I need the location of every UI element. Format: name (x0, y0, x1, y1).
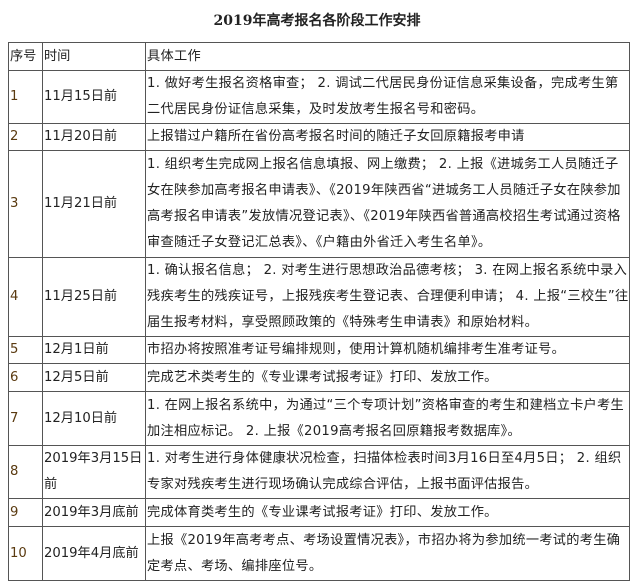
row-work: 1. 对考生进行身体健康状况检查，扫描体检表时间3月16日至4月5日； 2. 组… (145, 445, 630, 499)
row-work: 完成体育类考生的《专业课考试报考证》打印、发放工作。 (145, 498, 630, 527)
row-time: 11月20日前 (42, 123, 146, 151)
row-work: 上报错过户籍所在省份高考报名时间的随迁子女回原籍报考申请 (145, 123, 630, 151)
table-row: 2 11月20日前 上报错过户籍所在省份高考报名时间的随迁子女回原籍报考申请 (8, 123, 630, 151)
row-time: 12月1日前 (42, 336, 146, 364)
row-number: 6 (8, 363, 43, 392)
row-number: 10 (8, 526, 43, 581)
table-row: 3 11月21日前 1. 组织考生完成网上报名信息填报、网上缴费； 2. 上报《进城… (8, 150, 630, 258)
row-time: 12月10日前 (42, 391, 146, 446)
table-row: 9 2019年3月底前 完成体育类考生的《专业课考试报考证》打印、发放工作。 (8, 498, 630, 527)
table-row: 10 2019年4月底前 上报《2019年高考考点、考场设置情况表》，市招办将为参加… (8, 526, 630, 581)
row-time: 2019年3月15日前 (42, 445, 146, 499)
table-row: 6 12月5日前 完成艺术类考生的《专业课考试报考证》打印、发放工作。 (8, 363, 630, 392)
row-number: 5 (8, 336, 43, 364)
header-time: 时间 (42, 42, 146, 71)
table-row: 7 12月10日前 1. 在网上报名系统中，为通过“三个专项计划”资格审查的考生和建… (8, 391, 630, 446)
schedule-table: 序号 时间 具体工作 1 11月15日前 1. 做好考生报名资格审查； 2. 调试二… (8, 42, 630, 581)
header-no: 序号 (8, 42, 43, 71)
row-work: 1. 组织考生完成网上报名信息填报、网上缴费； 2. 上报《进城务工人员随迁子女… (145, 150, 630, 258)
header-work: 具体工作 (145, 42, 630, 71)
row-number: 7 (8, 391, 43, 446)
row-work: 市招办将按照准考证号编排规则，使用计算机随机编排考生准考证号。 (145, 336, 630, 364)
table-row: 8 2019年3月15日前 1. 对考生进行身体健康状况检查，扫描体检表时间3月16… (8, 445, 630, 499)
table-header-row: 序号 时间 具体工作 (8, 42, 630, 71)
table-row: 5 12月1日前 市招办将按照准考证号编排规则，使用计算机随机编排考生准考证号。 (8, 336, 630, 364)
page-title: 2019年高考报名各阶段工作安排 (213, 13, 421, 29)
table-row: 1 11月15日前 1. 做好考生报名资格审查； 2. 调试二代居民身份证信息采集设… (8, 70, 630, 124)
row-work: 1. 在网上报名系统中，为通过“三个专项计划”资格审查的考生和建档立卡户考生加注… (145, 391, 630, 446)
row-number: 9 (8, 498, 43, 527)
row-work: 上报《2019年高考考点、考场设置情况表》，市招办将为参加统一考试的考生确定考点… (145, 526, 630, 581)
row-work: 1. 做好考生报名资格审查； 2. 调试二代居民身份证信息采集设备，完成考生第二… (145, 70, 630, 124)
table-row: 4 11月25日前 1. 确认报名信息； 2. 对考生进行思想政治品德考核； 3. … (8, 257, 630, 337)
row-time: 12月5日前 (42, 363, 146, 392)
row-number: 4 (8, 257, 43, 337)
row-time: 11月15日前 (42, 70, 146, 124)
row-number: 8 (8, 445, 43, 499)
row-work: 完成艺术类考生的《专业课考试报考证》打印、发放工作。 (145, 363, 630, 392)
row-number: 1 (8, 70, 43, 124)
row-time: 2019年3月底前 (42, 498, 146, 527)
row-work: 1. 确认报名信息； 2. 对考生进行思想政治品德考核； 3. 在网上报名系统中… (145, 257, 630, 337)
row-time: 2019年4月底前 (42, 526, 146, 581)
row-time: 11月21日前 (42, 150, 146, 258)
row-number: 3 (8, 150, 43, 258)
row-number: 2 (8, 123, 43, 151)
row-time: 11月25日前 (42, 257, 146, 337)
